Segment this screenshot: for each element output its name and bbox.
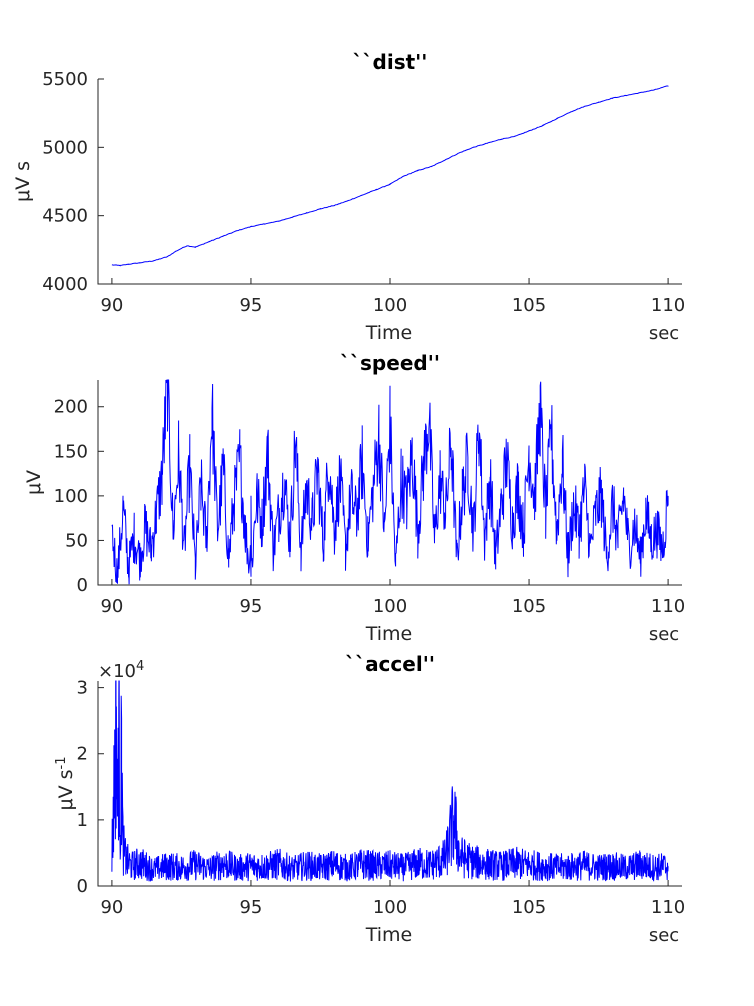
y-tick-label: 5500: [42, 69, 88, 90]
y-tick-label: 200: [54, 397, 88, 418]
x-axis-label: Time: [365, 322, 413, 344]
x-tick-label: 90: [100, 596, 123, 617]
axes-frame: [97, 79, 682, 285]
x-axis-unit: sec: [649, 925, 679, 946]
y-tick-label: 0: [77, 575, 88, 596]
y-axis-label: μV s: [12, 161, 34, 202]
x-axis-label: Time: [365, 623, 413, 645]
x-tick-label: 90: [100, 897, 123, 918]
chart-title: ``dist'': [353, 50, 428, 74]
x-tick-label: 95: [239, 897, 262, 918]
x-axis-label: Time: [365, 924, 413, 946]
x-tick-label: 95: [239, 596, 262, 617]
x-tick-label: 105: [512, 596, 546, 617]
subplot-3: 0 1 2 3 90 95 100 105 110 ``accel'' Time sec μV s-1 ×…: [54, 652, 686, 946]
x-tick-label: 105: [512, 897, 546, 918]
x-tick-label: 100: [373, 596, 407, 617]
series-line: [111, 379, 669, 585]
y-tick-label: 50: [65, 530, 88, 551]
y-exponent-label: ×104: [98, 659, 144, 683]
y-tick-label: 5000: [42, 137, 88, 158]
y-tick-label: 3: [77, 678, 88, 699]
y-tick-label: 4500: [42, 206, 88, 227]
y-tick-label: 100: [54, 486, 88, 507]
y-tick-label: 2: [77, 744, 88, 765]
x-tick-label: 110: [651, 295, 685, 316]
x-axis-unit: sec: [649, 624, 679, 645]
x-tick-label: 100: [373, 897, 407, 918]
y-tick-label: 1: [77, 810, 88, 831]
series-line: [111, 680, 669, 882]
x-tick-label: 95: [239, 295, 262, 316]
y-axis-label: μV s-1: [54, 757, 78, 811]
x-tick-label: 100: [373, 295, 407, 316]
series-line: [111, 85, 669, 267]
x-tick-label: 105: [512, 295, 546, 316]
y-axis-label: μV: [23, 470, 45, 495]
x-tick-label: 110: [651, 596, 685, 617]
y-tick-label: 0: [77, 876, 88, 897]
chart-title: ``accel'': [345, 652, 435, 676]
subplot-2: 0 50 100 150 200 90 95 100 105 110 ``speed'' Time se…: [23, 351, 685, 645]
subplot-1: 4000 4500 5000 5500 90 95 100 105 110 ``dist'' Tim…: [12, 50, 685, 344]
x-axis-unit: sec: [649, 323, 679, 344]
x-tick-label: 110: [651, 897, 685, 918]
y-tick-label: 150: [54, 441, 88, 462]
y-tick-label: 4000: [42, 274, 88, 295]
chart-title: ``speed'': [340, 351, 440, 375]
x-tick-label: 90: [100, 295, 123, 316]
